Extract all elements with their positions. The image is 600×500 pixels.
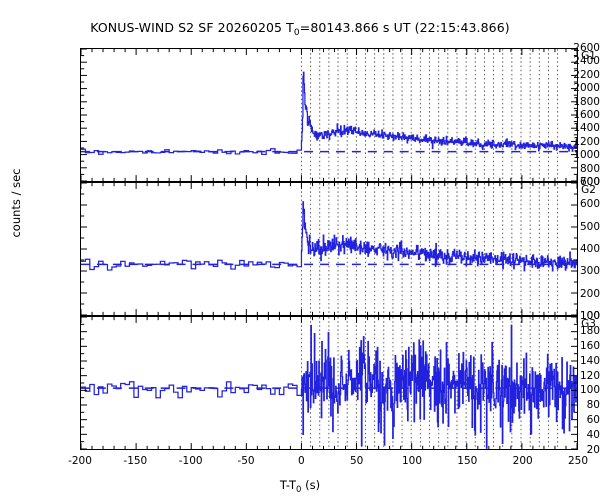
light-curve-trace-g3 xyxy=(81,324,577,449)
y-tick-label-g3-2: 60 xyxy=(586,414,600,427)
y-axis-label: counts / sec xyxy=(9,168,23,238)
y-tick-label-g1-3: 1200 xyxy=(573,135,600,148)
y-tick-label-g1-1: 800 xyxy=(579,162,600,175)
y-tick-label-g2-2: 300 xyxy=(579,265,600,278)
record-boundary-gridlines xyxy=(300,49,559,181)
record-boundary-gridlines xyxy=(300,317,559,449)
y-tick-label-g2-5: 600 xyxy=(579,198,600,211)
x-tick-label-4: 0 xyxy=(297,455,305,467)
y-tick-label-g3-3: 80 xyxy=(586,399,600,412)
x-axis-label-subscript: 0 xyxy=(296,485,302,495)
y-tick-label-g1-8: 2200 xyxy=(573,68,600,81)
panel-g2 xyxy=(80,182,578,316)
panel-g1-tag: G1 xyxy=(581,50,596,62)
y-tick-label-g1-10: 2600 xyxy=(573,42,600,54)
x-tick-label-group: -200 -150 -100 -50 0 50 100 150 200 250 xyxy=(0,0,600,467)
y-tick-label-g1-9: 2400 xyxy=(573,55,600,68)
x-tick-label-5: 50 xyxy=(349,455,364,467)
panel-g3-plot xyxy=(81,317,577,449)
tick-marks xyxy=(81,317,577,449)
tick-marks xyxy=(81,183,577,315)
x-tick-label-1: -150 xyxy=(123,455,148,467)
y-tick-label-g3-8: 180 xyxy=(579,324,600,337)
x-tick-label-7: 150 xyxy=(457,455,478,467)
light-curve-trace-g1 xyxy=(81,71,577,156)
panel-g2-plot xyxy=(81,183,577,315)
title-subscript: 0 xyxy=(293,28,300,38)
y-tick-label-g3-1: 40 xyxy=(586,429,600,442)
x-tick-label-0: -200 xyxy=(68,455,92,467)
y-tick-label-g3-7: 160 xyxy=(579,339,600,352)
x-axis-label: T-T0 (s) xyxy=(0,478,600,495)
panel-g2-tag: G2 xyxy=(581,184,596,196)
y-tick-label-g2-6: 700 xyxy=(579,176,600,188)
x-axis-label-prefix: T-T xyxy=(279,478,297,492)
panel-g1 xyxy=(80,48,578,182)
y-tick-label-g1-6: 1800 xyxy=(573,95,600,108)
page-title: KONUS-WIND S2 SF 20260205 T0=80143.866 s… xyxy=(0,20,600,38)
x-tick-label-8: 200 xyxy=(512,455,533,467)
title-suffix: =80143.866 s UT (22:15:43.866) xyxy=(299,20,510,35)
y-tick-label-g2-4: 500 xyxy=(579,220,600,233)
y-tick-label-g3-9: 100 xyxy=(579,310,600,322)
x-tick-label-9: 250 xyxy=(567,455,589,467)
y-tick-label-g1-7: 2000 xyxy=(573,82,600,95)
y-tick-label-g3-0: 20 xyxy=(586,444,600,456)
y-tick-label-g3-6: 140 xyxy=(579,354,600,367)
panel-g3-tag: G3 xyxy=(581,318,596,330)
y-tick-label-g1-0: 600 xyxy=(579,176,600,188)
y-tick-label-g1-5: 1600 xyxy=(573,109,600,121)
y-tick-label-g3-5: 120 xyxy=(579,369,600,382)
tick-marks xyxy=(81,49,577,181)
x-axis-label-suffix: (s) xyxy=(301,478,321,492)
record-boundary-gridlines xyxy=(300,183,559,315)
y-tick-label-g2-0: 100 xyxy=(579,310,600,322)
y-tick-label-g1-4: 1400 xyxy=(573,122,600,135)
light-curve-trace-g2 xyxy=(81,201,577,272)
y-tick-label-g1-2: 1000 xyxy=(573,149,600,162)
x-tick-label-3: -50 xyxy=(237,455,255,467)
y-tick-label-g3-4: 100 xyxy=(579,384,600,397)
x-tick-label-6: 100 xyxy=(401,455,423,467)
title-prefix: KONUS-WIND S2 SF 20260205 T xyxy=(90,20,294,35)
y-tick-label-g2-3: 400 xyxy=(579,243,600,255)
panel-g1-plot xyxy=(81,49,577,181)
panel-g3 xyxy=(80,316,578,450)
x-tick-label-2: -100 xyxy=(178,455,203,467)
y-tick-label-g2-1: 200 xyxy=(579,287,600,300)
